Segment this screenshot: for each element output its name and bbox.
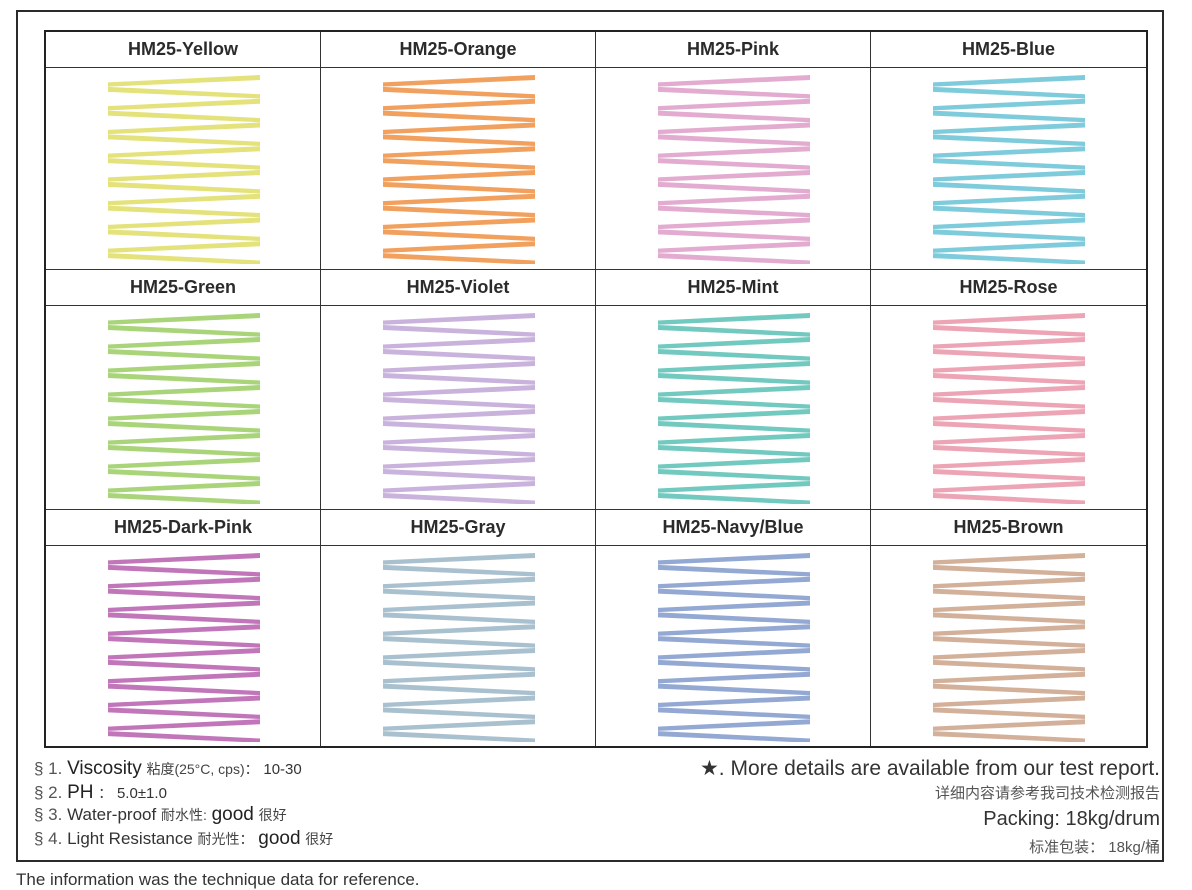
footer-caption: The information was the technique data f…: [16, 870, 420, 889]
swatch-hm25-rose: [871, 306, 1146, 510]
swatch-label-hm25-orange: HM25-Orange: [321, 32, 596, 68]
swatch-hm25-brown: [871, 546, 1146, 746]
packing-info: Packing: 18kg/drum: [983, 808, 1160, 830]
packing-info-cn: 标准包装： 18kg/桶: [1029, 839, 1160, 856]
spec-label: Water-proof: [67, 805, 157, 824]
zigzag-swatch-stroke: [933, 75, 1085, 264]
swatch-hm25-violet: [321, 306, 596, 510]
swatch-hm25-gray: [321, 546, 596, 746]
swatch-label-hm25-rose: HM25-Rose: [871, 270, 1146, 306]
swatch-label-hm25-brown: HM25-Brown: [871, 510, 1146, 546]
spec-label-cn: 耐光性：: [197, 831, 254, 847]
swatch-label-hm25-gray: HM25-Gray: [321, 510, 596, 546]
spec-label-cn: ：: [98, 785, 113, 801]
zigzag-swatch-stroke: [108, 313, 260, 504]
spec-number: § 4.: [34, 829, 63, 848]
spec-label: Viscosity: [67, 758, 142, 779]
zigzag-swatch-stroke: [108, 75, 260, 264]
spec-label-cn: 耐水性:: [160, 807, 207, 823]
swatch-hm25-dark-pink: [46, 546, 321, 746]
spec-value-cn: 很好: [258, 807, 287, 823]
spec-label: Light Resistance: [67, 829, 193, 848]
swatch-hm25-yellow: [46, 68, 321, 270]
zigzag-swatch-stroke: [933, 313, 1085, 504]
spec-value: 10-30: [263, 761, 302, 778]
spec-ph: § 2. PH ： 5.0±1.0: [34, 782, 167, 804]
swatch-label-hm25-blue: HM25-Blue: [871, 32, 1146, 68]
swatch-label-hm25-navy-blue: HM25-Navy/Blue: [596, 510, 871, 546]
swatch-label-hm25-mint: HM25-Mint: [596, 270, 871, 306]
swatch-hm25-orange: [321, 68, 596, 270]
spec-value: good: [258, 828, 301, 849]
spec-value: 5.0±1.0: [116, 785, 167, 802]
swatch-hm25-mint: [596, 306, 871, 510]
zigzag-swatch-stroke: [383, 313, 535, 504]
spec-water-proof: § 3. Water-proof 耐水性: good 很好: [34, 804, 287, 826]
more-details-note: ★. More details are available from our t…: [699, 757, 1160, 780]
swatch-hm25-pink: [596, 68, 871, 270]
spec-number: § 3.: [34, 805, 63, 824]
swatch-label-hm25-dark-pink: HM25-Dark-Pink: [46, 510, 321, 546]
spec-viscosity: § 1. Viscosity 粘度(25°C, cps)： 10-30: [34, 758, 302, 780]
swatch-hm25-green: [46, 306, 321, 510]
more-details-note-cn: 详细内容请参考我司技术检测报告: [934, 785, 1160, 802]
document-frame: [16, 10, 1164, 862]
swatch-label-hm25-pink: HM25-Pink: [596, 32, 871, 68]
zigzag-swatch-stroke: [658, 75, 810, 264]
spec-value-cn: 很好: [305, 831, 334, 847]
zigzag-swatch-stroke: [108, 553, 260, 742]
swatch-label-hm25-yellow: HM25-Yellow: [46, 32, 321, 68]
zigzag-swatch-stroke: [658, 553, 810, 742]
swatch-label-hm25-green: HM25-Green: [46, 270, 321, 306]
spec-number: § 2.: [34, 783, 63, 802]
zigzag-swatch-stroke: [383, 75, 535, 264]
color-swatch-grid: HM25-Yellow HM25-Orange HM25-Pink HM25-Blue…: [44, 30, 1148, 748]
swatch-hm25-blue: [871, 68, 1146, 270]
swatch-hm25-navy-blue: [596, 546, 871, 746]
swatch-label-hm25-violet: HM25-Violet: [321, 270, 596, 306]
zigzag-swatch-stroke: [933, 553, 1085, 742]
zigzag-swatch-stroke: [383, 553, 535, 742]
spec-number: § 1.: [34, 759, 63, 778]
spec-value: good: [211, 804, 254, 825]
spec-label-cn: 粘度(25°C, cps)：: [146, 761, 259, 777]
zigzag-swatch-stroke: [658, 313, 810, 504]
spec-label: PH: [67, 782, 94, 803]
spec-light-resistance: § 4. Light Resistance 耐光性： good 很好: [34, 828, 333, 850]
